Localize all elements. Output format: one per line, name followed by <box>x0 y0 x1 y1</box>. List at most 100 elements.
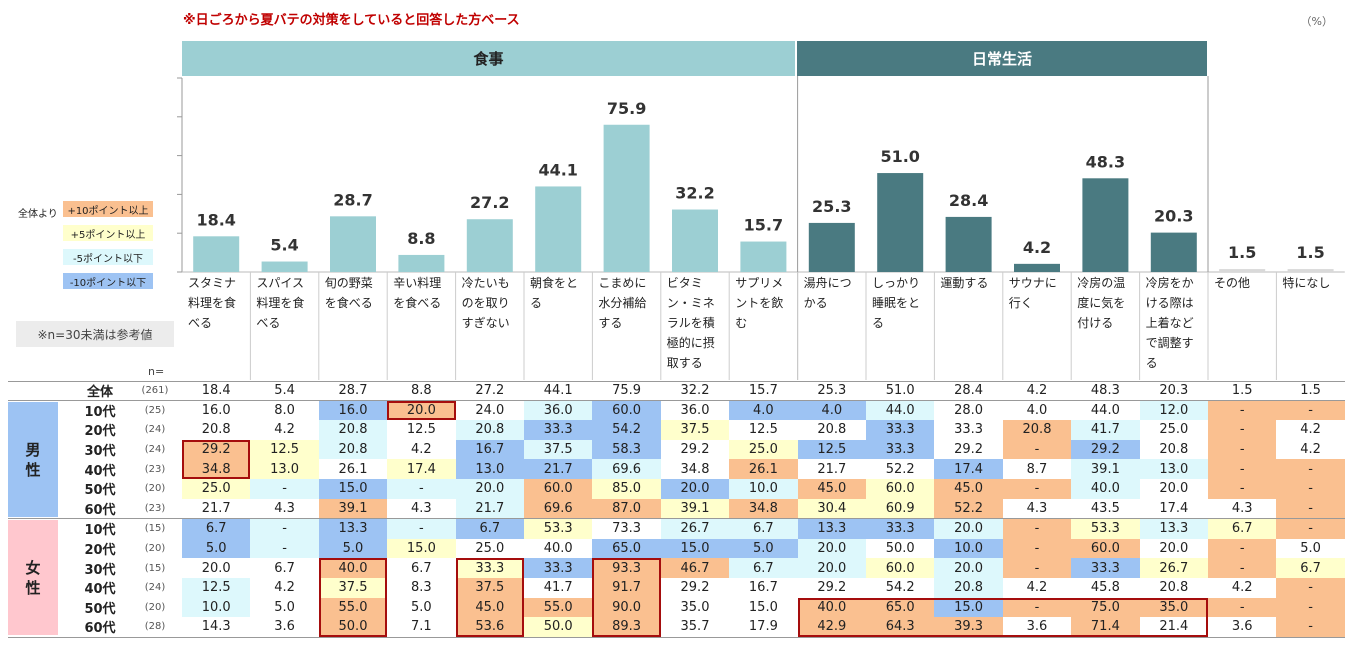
row-label: 10代 <box>84 404 116 420</box>
table-cell: 27.2 <box>475 383 505 399</box>
table-cell: 5.0 <box>729 538 798 559</box>
table-cell: 39.1 <box>318 498 388 519</box>
table-cell: 6.7 <box>455 519 524 539</box>
table-cell: 6.7 <box>411 560 432 576</box>
table-cell: 1.5 <box>1231 383 1253 399</box>
table-cell: 17.4 <box>387 459 456 479</box>
table-cell: 39.1 <box>1071 459 1140 479</box>
table-cell: 41.7 <box>1071 420 1140 440</box>
table-cell: - <box>1276 498 1345 519</box>
table-cell: 50.0 <box>318 617 388 637</box>
row-n: (24) <box>144 582 166 594</box>
table-cell: 90.0 <box>592 597 661 618</box>
table-cell: 15.0 <box>748 599 778 615</box>
table-cell: 10.0 <box>934 538 1003 559</box>
legend-item-minus5: -5ポイント以下 <box>63 249 153 265</box>
highlight-frame <box>592 558 661 637</box>
table-cell: 8.8 <box>411 383 432 399</box>
bar-6 <box>603 124 650 272</box>
table-cell: 33.3 <box>866 439 935 460</box>
table-cell: 3.6 <box>1231 619 1253 635</box>
highlight-frame <box>318 558 388 637</box>
table-cell: 91.7 <box>592 578 661 598</box>
table-cell: 69.6 <box>592 459 661 479</box>
table-cell: 53.3 <box>1071 519 1140 539</box>
table-cell: 26.1 <box>338 461 368 477</box>
bar-9 <box>808 222 855 272</box>
table-cell: 4.3 <box>1231 500 1253 516</box>
table-cell: 40.0 <box>1071 479 1140 499</box>
table-cell: 60.0 <box>592 400 661 421</box>
table-cell: 55.0 <box>318 597 388 618</box>
table-cell: 26.7 <box>1139 558 1208 578</box>
table-cell: 28.0 <box>954 402 984 418</box>
table-cell: 60.0 <box>866 558 935 578</box>
row-label: 40代 <box>84 463 116 479</box>
table-cell: 4.3 <box>411 500 432 516</box>
table-cell: 37.5 <box>455 578 524 598</box>
table-cell: 55.0 <box>524 597 593 618</box>
row-n: (20) <box>144 483 166 495</box>
table-cell: 20.0 <box>934 519 1003 539</box>
table-cell: 41.7 <box>543 580 573 596</box>
table-cell: 6.7 <box>1276 558 1345 578</box>
table-cell: 20.8 <box>1159 442 1189 458</box>
table-cell: - <box>1002 597 1072 618</box>
table-cell: 35.0 <box>680 599 710 615</box>
table-cell: 20.8 <box>318 420 388 440</box>
bar-12 <box>1014 263 1060 272</box>
row-n: (23) <box>144 502 166 514</box>
row-label: 60代 <box>84 621 116 637</box>
row-label: 50代 <box>84 483 116 499</box>
table-cell: - <box>1276 459 1345 479</box>
group-band-food: 食事 <box>182 41 795 76</box>
table-cell: 6.7 <box>182 519 251 539</box>
table-cell: - <box>250 519 319 539</box>
table-cell: 21.7 <box>201 500 231 516</box>
table-cell: 50.0 <box>524 617 593 637</box>
bar-2 <box>330 216 376 272</box>
table-cell: 20.8 <box>201 422 231 438</box>
row-n: (24) <box>144 424 166 436</box>
category-label-7: ビタミ ン・ミネ ラルを積 極的に摂 取する <box>666 276 715 370</box>
table-cell: 73.3 <box>612 521 642 537</box>
bar-value-label-13: 48.3 <box>1086 152 1125 171</box>
table-cell: 34.8 <box>729 498 798 519</box>
table-cell: 33.3 <box>455 558 524 578</box>
table-cell: - <box>1276 400 1345 421</box>
row-n: (24) <box>144 444 166 456</box>
table-cell: 4.3 <box>1026 500 1048 516</box>
table-cell: - <box>1208 597 1277 618</box>
row-n: (25) <box>144 404 166 416</box>
table-cell: 15.0 <box>660 538 730 559</box>
table-cell: 4.2 <box>1026 580 1048 596</box>
highlight-frame <box>387 400 456 421</box>
category-label-8: サプリメ ントを飲 む <box>735 276 784 330</box>
table-cell: 40.0 <box>318 558 388 578</box>
table-cell: 45.0 <box>934 479 1003 499</box>
row-label: 全体 <box>86 385 113 401</box>
table-cell: 15.0 <box>318 479 388 499</box>
table-cell: 13.0 <box>250 459 319 479</box>
gender-label-female: 女 性 <box>8 520 58 635</box>
bar-10 <box>877 173 924 272</box>
table-cell: 29.2 <box>680 442 710 458</box>
table-cell: 17.4 <box>1159 500 1189 516</box>
table-cell: 15.0 <box>934 597 1003 618</box>
table-cell: 4.2 <box>1231 580 1253 596</box>
table-cell: 34.8 <box>680 461 710 477</box>
table-cell: 4.0 <box>797 400 866 421</box>
table-cell: 65.0 <box>866 597 935 618</box>
bar-value-label-9: 25.3 <box>812 197 851 216</box>
bar-5 <box>535 186 582 272</box>
table-cell: 37.5 <box>524 439 593 460</box>
table-cell: - <box>1208 479 1277 499</box>
table-cell: 4.0 <box>729 400 798 421</box>
table-cell: 33.3 <box>1071 558 1140 578</box>
row-label: 30代 <box>84 562 116 578</box>
table-cell: - <box>1002 538 1072 559</box>
table-cell: 33.3 <box>866 420 935 440</box>
table-cell: - <box>387 519 456 539</box>
table-cell: 17.4 <box>934 459 1003 479</box>
table-cell: 39.3 <box>934 617 1003 637</box>
